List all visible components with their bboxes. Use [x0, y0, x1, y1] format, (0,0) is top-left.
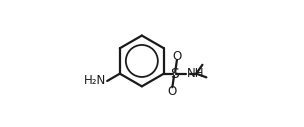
Text: NH: NH	[187, 67, 205, 80]
Text: S: S	[170, 67, 179, 81]
Text: O: O	[172, 50, 181, 63]
Text: O: O	[168, 85, 177, 98]
Text: H₂N: H₂N	[84, 74, 106, 88]
